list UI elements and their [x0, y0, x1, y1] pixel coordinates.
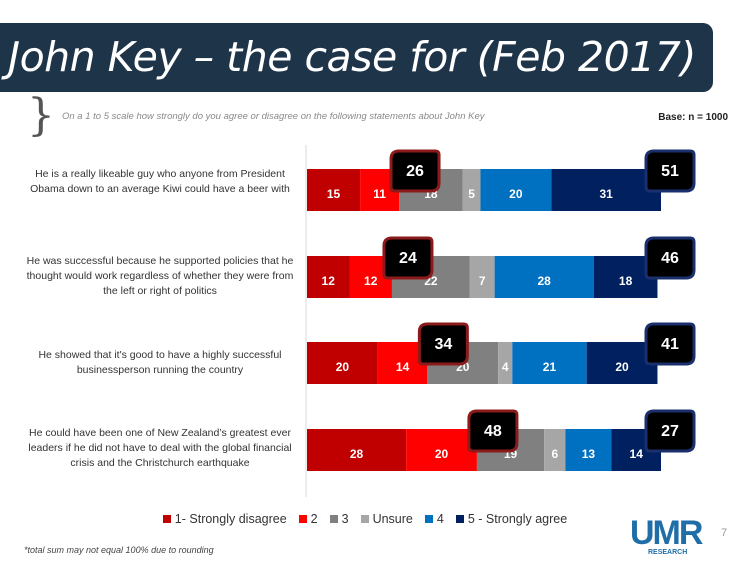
disagree-total-label: 48 — [484, 423, 502, 440]
bar-segment-2-4 — [469, 256, 495, 298]
bar-segment-3-4 — [498, 342, 513, 384]
agree-total-callout — [644, 149, 696, 193]
disagree-total-callout — [389, 149, 441, 193]
agree-total-callout — [644, 236, 696, 280]
bar-segment-2-1 — [307, 256, 350, 298]
bar-value-label: 15 — [327, 187, 341, 201]
legend-item-1: 1- Strongly disagree — [162, 512, 287, 526]
legend-items: 1- Strongly disagree 2 3 Unsure 4 5 - Strongl… — [157, 512, 573, 526]
bar-value-label: 4 — [502, 360, 509, 374]
legend-label: Unsure — [372, 512, 413, 526]
bar-value-label: 20 — [435, 447, 449, 461]
agree-total-label: 41 — [661, 336, 679, 353]
bar-value-label: 11 — [373, 187, 386, 201]
legend-item-5: 4 — [424, 512, 444, 526]
page-number: 7 — [721, 527, 728, 539]
bar-segment-4-1 — [307, 429, 407, 471]
statement-label-3: He showed that it's good to have a highl… — [38, 349, 282, 376]
agree-total-label: 51 — [661, 163, 679, 180]
bar-value-label: 20 — [336, 360, 350, 374]
disagree-total-callout — [382, 236, 434, 280]
disagree-total-label: 26 — [406, 163, 424, 180]
statement-label-1: He is a really likeable guy who anyone f… — [30, 168, 290, 195]
disagree-total-callout — [467, 409, 519, 453]
base-size-label: Base: n = 1000 — [658, 112, 728, 123]
legend-swatch — [329, 515, 338, 523]
brace-icon: } — [27, 90, 55, 141]
chart-legend: 1- Strongly disagree 2 3 Unsure 4 5 - Strongl… — [0, 512, 750, 526]
legend-item-3: 3 — [329, 512, 349, 526]
bar-value-label: 20 — [509, 187, 523, 201]
bar-value-label: 31 — [599, 187, 613, 201]
question-subtitle: On a 1 to 5 scale how strongly do you ag… — [62, 111, 485, 122]
bar-segment-1-1 — [307, 169, 361, 211]
bar-value-label: 5 — [468, 187, 475, 201]
agree-total-label: 27 — [661, 423, 679, 440]
legend-label: 5 - Strongly agree — [467, 512, 568, 526]
title-banner — [0, 23, 713, 92]
callouts-group: 26 51 24 46 34 41 48 27 — [382, 149, 696, 453]
bar-segment-3-1 — [307, 342, 378, 384]
bar-value-label: 7 — [479, 274, 486, 288]
legend-swatch — [360, 515, 369, 523]
bar-value-label: 28 — [538, 274, 552, 288]
umr-logo: UMR RESEARCH — [630, 514, 716, 560]
bar-segment-4-2 — [406, 429, 477, 471]
bar-value-label: 14 — [630, 447, 644, 461]
bar-value-label: 21 — [543, 360, 557, 374]
legend-swatch — [424, 515, 433, 523]
bar-value-label: 28 — [350, 447, 364, 461]
disagree-total-callout — [417, 322, 469, 366]
statement-label-4: He could have been one of New Zealand’s … — [28, 427, 292, 469]
agree-total-callout — [644, 322, 696, 366]
agree-total-label: 46 — [661, 250, 679, 267]
logo-text: UMR — [630, 514, 703, 552]
legend-label: 3 — [341, 512, 349, 526]
legend-item-2: 2 — [298, 512, 318, 526]
bar-value-label: 20 — [615, 360, 629, 374]
legend-swatch — [455, 515, 464, 523]
bar-segment-1-5 — [480, 169, 552, 211]
legend-label: 4 — [436, 512, 444, 526]
legend-item-4: Unsure — [360, 512, 413, 526]
bar-value-label: 6 — [551, 447, 558, 461]
footnote: *total sum may not equal 100% due to rou… — [24, 545, 214, 555]
logo-subtext: RESEARCH — [648, 549, 688, 556]
statement-label-2: He was successful because he supported p… — [26, 255, 294, 297]
legend-swatch — [162, 515, 171, 523]
bar-segment-1-4 — [462, 169, 481, 211]
page-title: John Key – the case for (Feb 2017) — [8, 33, 696, 81]
agree-total-callout — [644, 409, 696, 453]
bar-segment-4-4 — [544, 429, 566, 471]
bar-value-label: 18 — [619, 274, 633, 288]
bar-segment-1-6 — [551, 169, 661, 211]
legend-item-6: 5 - Strongly agree — [455, 512, 568, 526]
bar-segment-3-5 — [512, 342, 587, 384]
disagree-total-label: 34 — [434, 336, 452, 353]
bar-segment-4-5 — [565, 429, 612, 471]
bar-value-label: 14 — [396, 360, 410, 374]
legend-swatch — [298, 515, 307, 523]
legend-label: 2 — [310, 512, 318, 526]
bar-segment-2-5 — [494, 256, 594, 298]
legend-label: 1- Strongly disagree — [174, 512, 287, 526]
bar-value-label: 12 — [322, 274, 336, 288]
bar-value-label: 12 — [364, 274, 378, 288]
bar-value-label: 13 — [582, 447, 596, 461]
disagree-total-label: 24 — [399, 250, 417, 267]
